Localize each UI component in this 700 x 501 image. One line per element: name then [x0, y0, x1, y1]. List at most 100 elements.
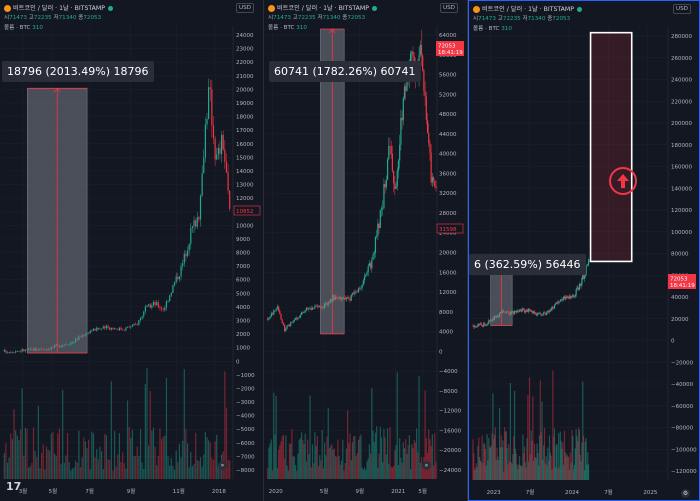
- volume-bar: [479, 456, 481, 480]
- candle-body: [170, 292, 172, 296]
- volume-bar: [401, 462, 403, 479]
- candle-body: [138, 319, 140, 325]
- candle-body: [520, 309, 522, 312]
- volume-bar: [366, 461, 368, 479]
- volume-bar: [584, 441, 586, 480]
- volume-bar: [326, 436, 328, 479]
- volume-bar: [177, 462, 179, 479]
- candle-body: [118, 327, 121, 331]
- candle-body: [386, 159, 389, 180]
- go-to-realtime-icon[interactable]: »: [422, 461, 431, 470]
- candle-body: [68, 344, 70, 345]
- candle-body: [428, 132, 430, 144]
- y-tick-label: 200000: [671, 121, 692, 127]
- symbol-header[interactable]: 비트코인 / 달러 · 1날 · BITSTAMP: [4, 3, 113, 12]
- candle-body: [478, 324, 480, 326]
- symbol-header[interactable]: 비트코인 / 달러 · 1날 · BITSTAMP: [473, 4, 582, 13]
- candle-body: [373, 252, 375, 255]
- symbol-header[interactable]: 비트코인 / 달러 · 1날 · BITSTAMP: [268, 3, 377, 12]
- y-tick-label: 120000: [671, 208, 692, 214]
- candle-body: [586, 265, 588, 267]
- candle-body: [3, 350, 5, 352]
- y-tick-label: 9000: [236, 237, 250, 243]
- arrow-up-circle-icon[interactable]: [609, 167, 637, 195]
- chart-canvas-2[interactable]: 6400060000560005200048000440004000036000…: [264, 0, 468, 501]
- bitcoin-icon: [4, 4, 11, 12]
- x-tick-label: 2023: [487, 490, 501, 496]
- candle-body: [561, 299, 563, 300]
- currency-selector[interactable]: USD: [236, 3, 254, 13]
- candle-body: [45, 349, 48, 350]
- candle-body: [331, 298, 333, 302]
- candle-body: [579, 284, 581, 286]
- volume-bar: [558, 433, 560, 480]
- volume-bar: [159, 428, 161, 479]
- volume-bar: [49, 450, 51, 479]
- candle-body: [302, 312, 304, 313]
- volume-bar: [277, 449, 280, 479]
- candle-body: [560, 299, 562, 301]
- y-tick-label: 5000: [236, 291, 250, 297]
- volume-bar: [157, 455, 159, 479]
- candle-body: [547, 311, 549, 312]
- volume-bar: [229, 460, 231, 479]
- go-to-realtime-icon[interactable]: »: [218, 461, 227, 470]
- y-tick-label: 52000: [439, 92, 457, 98]
- candle-body: [291, 322, 293, 323]
- volume-bar: [510, 462, 512, 480]
- candle-body: [34, 348, 36, 351]
- candle-body: [503, 312, 506, 313]
- chart-canvas-1[interactable]: 2400023000220002100020000190001800017000…: [0, 0, 264, 501]
- chart-panel-2[interactable]: 6400060000560005200048000440004000036000…: [264, 0, 468, 501]
- chart-panel-1[interactable]: 24000 23000 22000 21000 20000 19000 18000 17000…: [0, 0, 264, 501]
- y-tick-label: −7000: [236, 454, 255, 460]
- live-dot-icon: [107, 5, 113, 11]
- volume-bar: [367, 458, 369, 479]
- currency-selector[interactable]: USD: [673, 4, 691, 14]
- candle-body: [522, 308, 524, 310]
- candle-body: [365, 275, 367, 277]
- volume-bar: [195, 432, 197, 479]
- candle-body: [8, 352, 10, 353]
- currency-selector[interactable]: USD: [440, 3, 458, 13]
- candle-body: [86, 332, 88, 335]
- realtime-countdown: 18:41:19: [438, 50, 463, 56]
- candle-body: [350, 294, 352, 301]
- candle-body: [214, 138, 216, 160]
- candle-body: [497, 315, 499, 318]
- volume-bar: [208, 440, 210, 479]
- volume-bar: [508, 443, 510, 480]
- candle-body: [31, 348, 33, 350]
- y-tick-label: −4000: [236, 414, 255, 420]
- chart-panel-3[interactable]: 280000 260000 240000 220000 200000 180000 1600…: [468, 0, 700, 501]
- candle-body: [505, 311, 507, 313]
- volume-bar: [40, 452, 43, 479]
- candle-body: [501, 311, 503, 313]
- volume-bar: [568, 456, 570, 480]
- y-tick-label: 8000: [439, 310, 453, 316]
- y-tick-label: 100000: [671, 230, 692, 236]
- candle-body: [322, 306, 324, 308]
- volume-bar: [301, 432, 303, 479]
- candle-body: [403, 86, 406, 98]
- volume-bar: [486, 434, 488, 480]
- x-tick-label: 9월: [127, 487, 136, 495]
- chart-canvas-3[interactable]: 2800002600002400002200002000001800001600…: [469, 1, 700, 501]
- candle-body: [402, 97, 404, 121]
- settings-icon[interactable]: ⚙: [681, 489, 690, 498]
- candle-body: [400, 117, 402, 145]
- y-tick-label: −4000: [439, 369, 458, 375]
- realtime-countdown: 18:41:19: [670, 283, 695, 289]
- candle-body: [303, 311, 305, 313]
- volume-bar: [508, 461, 511, 480]
- candle-body: [225, 161, 228, 173]
- volume-bar: [290, 444, 292, 479]
- candle-body: [533, 311, 536, 314]
- candle-body: [486, 324, 488, 326]
- candle-body: [569, 296, 571, 299]
- candle-body: [40, 348, 43, 350]
- volume-bar: [178, 443, 181, 479]
- volume-bar: [487, 460, 489, 480]
- tradingview-logo-icon[interactable]: 17: [6, 480, 22, 493]
- volume-bar: [406, 453, 408, 479]
